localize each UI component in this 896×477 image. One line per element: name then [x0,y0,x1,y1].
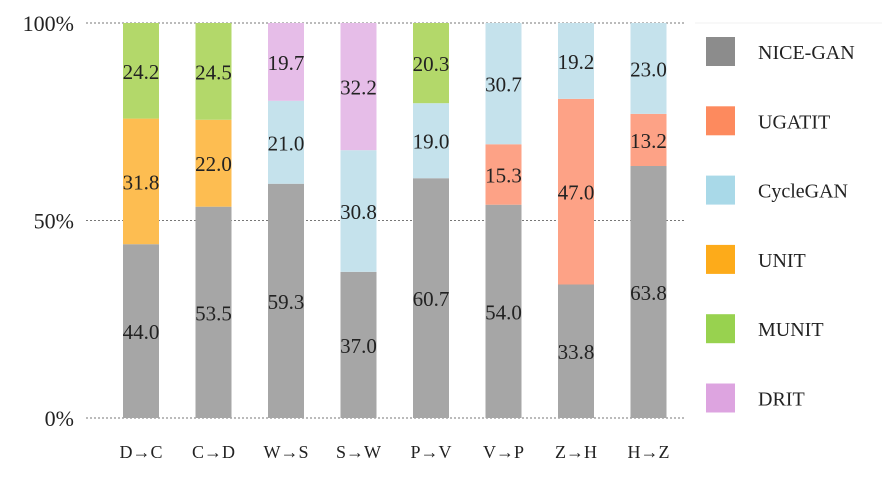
bar-segment [558,23,594,99]
bar-segment [558,284,594,418]
legend-swatch [706,175,735,205]
gridlines [86,22,686,419]
bar-segment [195,206,232,418]
y-axis-ticks: 0% 50% 100% [23,11,74,431]
bar-segment [413,103,449,179]
legend-swatch [706,37,735,66]
x-tick-label: Z→H [555,442,597,462]
bar-segment [123,118,159,245]
bar-segment [268,23,304,101]
bar-segment [485,144,522,205]
data-label: 32.2 [340,76,377,100]
data-label: 44.0 [123,320,160,344]
bar-segment [413,178,449,418]
data-label: 19.2 [558,50,595,74]
bar-segment [195,23,232,120]
data-label: 20.3 [413,52,450,76]
bar-segment [340,23,377,151]
data-label: 30.7 [485,73,522,97]
legend-label: CycleGAN [758,181,848,203]
x-tick-label: C→D [192,442,235,462]
data-label: 15.3 [485,163,522,187]
bar-segment [123,23,159,119]
bar-segment [485,204,522,418]
bar-segment [413,23,449,104]
bar-segment [268,100,304,184]
legend-label: MUNIT [758,319,824,341]
bar-segment [630,23,667,114]
bar-segment [195,119,232,207]
data-label: 19.7 [268,51,305,75]
data-label: 23.0 [630,57,667,81]
legend: NICE-GAN UGATIT CycleGAN UNIT MUNIT DRIT [695,22,882,413]
data-label: 53.5 [195,301,232,325]
x-tick-label: S→W [336,442,381,462]
legend-swatch [706,106,735,136]
data-label: 22.0 [195,152,232,176]
legend-label: UGATIT [758,111,830,133]
bar-segment [340,271,377,418]
data-label: 21.0 [268,131,305,155]
data-label: 59.3 [268,290,305,314]
legend-label: DRIT [758,389,805,411]
data-label: 47.0 [558,181,595,205]
data-label: 13.2 [630,129,667,153]
legend-label: NICE-GAN [758,42,855,64]
bar-segment [485,23,522,145]
y-tick-label: 0% [45,406,74,431]
bar-segment [630,113,667,166]
bar-segment [268,183,304,418]
data-label: 33.8 [558,340,595,364]
legend-swatch [706,314,735,344]
data-label: 24.2 [123,60,160,84]
bar-segment [340,150,377,272]
legend-swatch [706,383,735,413]
legend-swatch [706,244,735,274]
data-label: 30.8 [340,200,377,224]
data-label: 19.0 [413,130,450,154]
data-label: 31.8 [123,170,160,194]
legend-label: UNIT [758,250,806,272]
bar-segment [558,98,594,285]
bar-segment [630,165,667,418]
data-label: 60.7 [413,287,450,311]
x-tick-label: D→C [119,442,162,462]
y-tick-label: 50% [34,209,74,234]
bars: 44.0 31.8 24.2 53.5 22.0 24.5 59.3 21.0 19.7 37.0… [123,23,667,418]
data-label: 24.5 [195,60,232,84]
bar-segment [123,244,159,418]
data-label: 54.0 [485,300,522,324]
x-tick-label: W→S [264,442,309,462]
x-tick-label: H→Z [628,442,670,462]
x-axis-ticks: D→C C→D W→S S→W P→V V→P Z→H H→Z [119,442,669,462]
data-label: 63.8 [630,281,667,305]
y-tick-label: 100% [23,11,74,36]
x-tick-label: V→P [483,442,524,462]
x-tick-label: P→V [410,442,451,462]
data-label: 37.0 [340,334,377,358]
